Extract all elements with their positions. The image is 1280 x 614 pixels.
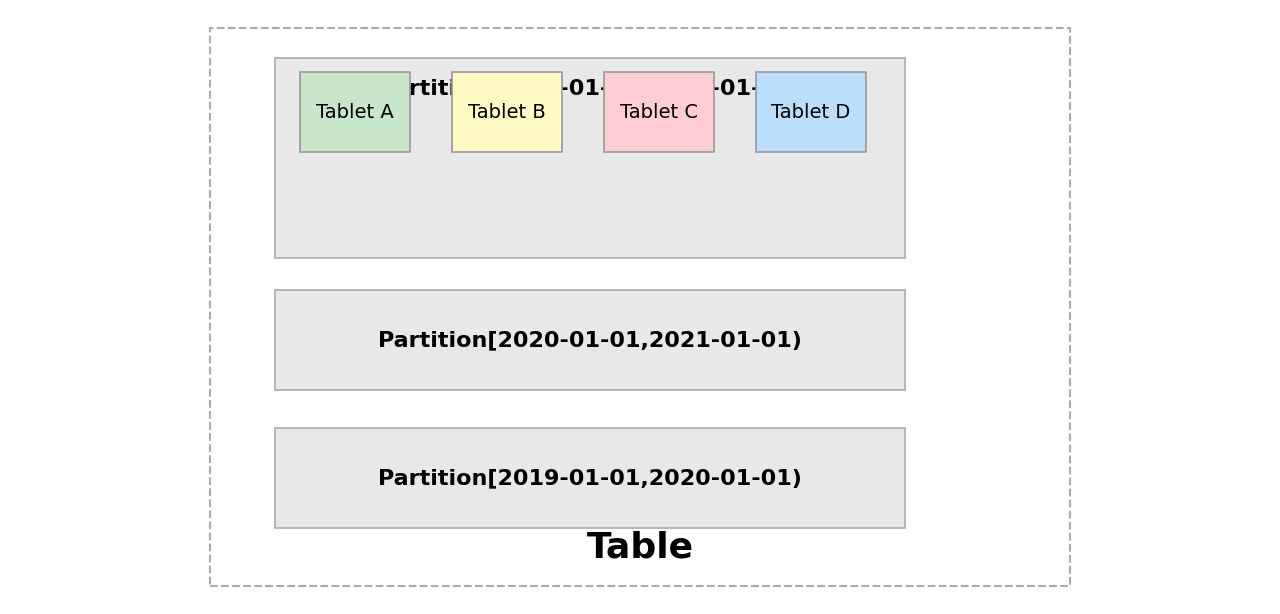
Text: Table: Table [586, 531, 694, 565]
Bar [756, 72, 867, 152]
Text: Tablet B: Tablet B [468, 103, 545, 122]
Bar [275, 58, 905, 258]
Text: Partition[2020-01-01,2021-01-01): Partition[2020-01-01,2021-01-01) [378, 330, 803, 350]
Text: Partition[2019-01-01,2020-01-01): Partition[2019-01-01,2020-01-01) [378, 468, 803, 488]
Text: Tablet D: Tablet D [772, 103, 851, 122]
Bar [275, 428, 905, 528]
Bar [210, 28, 1070, 586]
Bar [452, 72, 562, 152]
Text: Tablet C: Tablet C [620, 103, 698, 122]
Bar [275, 290, 905, 390]
Bar [300, 72, 410, 152]
Text: Partition[2021-01-01,2022-01-01): Partition[2021-01-01,2022-01-01) [378, 78, 801, 98]
Text: Tablet A: Tablet A [316, 103, 394, 122]
Bar [604, 72, 714, 152]
